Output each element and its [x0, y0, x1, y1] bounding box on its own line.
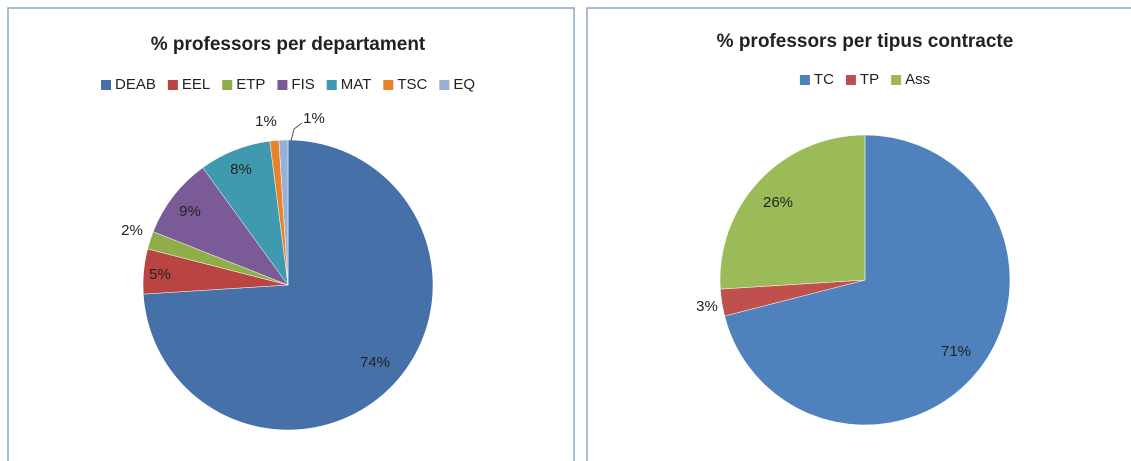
data-label: 26%	[763, 194, 793, 211]
legend-label: DEAB	[115, 76, 156, 93]
data-label: 74%	[360, 354, 390, 371]
legend-label: FIS	[291, 76, 314, 93]
legend-swatch	[277, 80, 288, 90]
data-label: 8%	[230, 161, 252, 178]
legend-swatch	[326, 80, 337, 90]
data-label: 3%	[696, 298, 718, 315]
data-label: 1%	[303, 110, 325, 127]
legend-label: EEL	[182, 76, 210, 93]
pie-slice	[152, 167, 289, 286]
legend-swatch	[799, 75, 810, 85]
legend-label: Ass	[905, 71, 930, 88]
legend-swatch	[891, 75, 902, 85]
legend-swatch	[845, 75, 856, 85]
data-label: 9%	[179, 203, 201, 220]
leader-line	[290, 122, 303, 142]
legend-swatch	[222, 80, 233, 90]
pie-slice	[719, 134, 866, 290]
legend-swatch	[383, 80, 394, 90]
chart-title: % professors per departament	[151, 34, 426, 55]
chart-title: % professors per tipus contracte	[717, 31, 1014, 52]
legend-label: TSC	[397, 76, 427, 93]
data-label: 71%	[941, 343, 971, 360]
legend-swatch	[101, 80, 111, 90]
pie-slice	[724, 134, 1011, 426]
data-label: 5%	[149, 266, 171, 283]
legend-label: EQ	[453, 76, 475, 93]
legend-swatch	[439, 80, 450, 90]
data-label: 2%	[121, 222, 143, 239]
legend-label: TC	[814, 71, 834, 88]
legend-label: TP	[860, 71, 879, 88]
pie-slice	[278, 139, 289, 286]
legend-label: MAT	[341, 76, 372, 93]
data-label: 1%	[255, 113, 277, 130]
legend-label: ETP	[236, 76, 265, 93]
legend-swatch	[167, 80, 178, 90]
